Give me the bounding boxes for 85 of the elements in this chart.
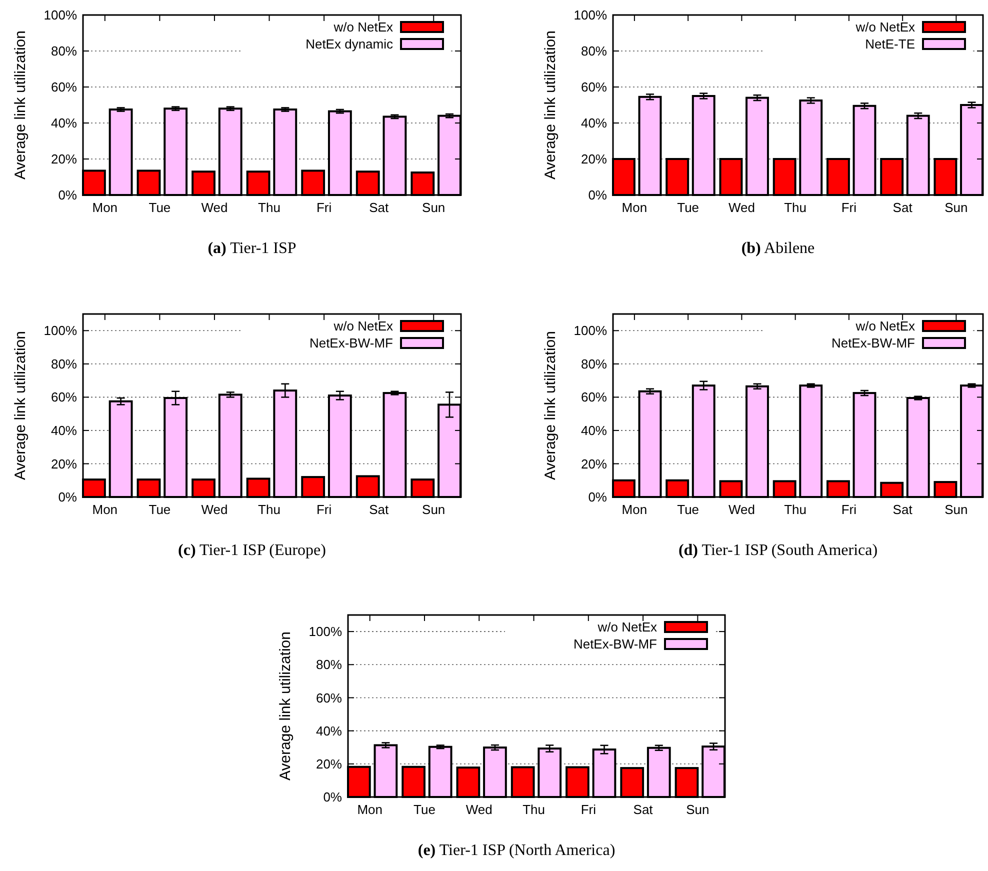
y-axis-title: Average link utilization (277, 632, 294, 780)
y-tick-label: 40% (316, 723, 342, 738)
y-tick-label: 60% (50, 80, 78, 95)
x-tick-label: Thu (258, 200, 280, 215)
y-axis-title: Average link utilization (542, 30, 559, 180)
legend-label: w/o NetEx (332, 318, 394, 334)
y-tick-label: 80% (316, 657, 342, 672)
y-axis-title: Average link utilization (12, 30, 29, 180)
y-tick-label: 40% (580, 423, 608, 438)
x-tick-label: Wed (728, 502, 755, 517)
x-tick-label: Thu (258, 502, 280, 517)
y-tick-label: 80% (580, 44, 608, 59)
x-tick-label: Tue (414, 802, 436, 817)
x-tick-label: Fri (316, 502, 332, 517)
x-tick-label: Sat (892, 502, 913, 517)
x-tick-label: Tue (677, 502, 700, 517)
text: (e) Tier-1 ISP (North America) (418, 842, 616, 859)
y-tick-label: 80% (580, 356, 608, 372)
y-tick-label: 0% (323, 790, 342, 805)
y-tick-label: 0% (58, 490, 78, 505)
x-tick-label: Fri (841, 502, 857, 517)
legend-label: NetEx-BW-MF (309, 336, 394, 351)
y-tick-label: 100% (308, 624, 342, 640)
legend-label: w/o NetEx (596, 620, 658, 635)
x-tick-label: Mon (92, 502, 118, 517)
x-tick-label: Mon (622, 502, 648, 517)
x-tick-label: Thu (784, 502, 807, 517)
x-tick-label: Thu (784, 200, 807, 215)
x-tick-label: Tue (677, 200, 700, 215)
y-tick-label: 100% (574, 8, 608, 23)
x-tick-label: Sun (944, 200, 968, 215)
text: (c) Tier-1 ISP (Europe) (178, 542, 326, 559)
x-tick-label: Wed (728, 200, 755, 215)
y-tick-label: 20% (580, 456, 608, 472)
y-tick-label: 20% (580, 152, 608, 167)
y-tick-label: 100% (44, 8, 78, 23)
x-tick-label: Wed (466, 802, 492, 817)
text: (a) Tier-1 ISP (208, 240, 296, 257)
legend-label: NetEx-BW-MF (831, 336, 916, 351)
y-tick-label: 60% (50, 390, 78, 405)
x-tick-label: Mon (357, 802, 383, 817)
x-tick-label: Sat (369, 502, 389, 517)
x-tick-label: Sun (686, 802, 710, 817)
y-axis-title: Average link utilization (542, 331, 559, 480)
legend-label: NetEx dynamic (306, 36, 394, 52)
y-tick-label: 0% (588, 188, 608, 203)
y-axis-title: Average link utilization (12, 331, 29, 480)
y-tick-label: 20% (50, 152, 78, 167)
y-tick-label: 40% (580, 116, 608, 131)
x-tick-label: Fri (580, 802, 596, 817)
y-tick-label: 0% (588, 490, 608, 505)
legend-label: NetEx-BW-MF (573, 636, 658, 652)
y-tick-label: 40% (50, 116, 78, 131)
y-tick-label: 100% (44, 323, 78, 338)
y-tick-label: 20% (50, 456, 78, 472)
x-tick-label: Sun (422, 502, 446, 517)
x-tick-label: Sun (422, 200, 446, 215)
x-tick-label: Sat (369, 200, 389, 215)
x-tick-label: Sat (633, 802, 654, 817)
legend-label: w/o NetEx (332, 20, 394, 35)
x-tick-label: Tue (148, 200, 171, 215)
x-tick-label: Wed (201, 502, 228, 517)
y-tick-label: 80% (50, 356, 78, 372)
y-tick-label: 0% (58, 188, 78, 203)
x-tick-label: Fri (841, 200, 857, 215)
x-tick-label: Mon (622, 200, 648, 215)
text: (d) Tier-1 ISP (South America) (678, 542, 878, 559)
x-tick-label: Sat (892, 200, 913, 215)
y-tick-label: 60% (580, 80, 608, 95)
y-tick-label: 80% (50, 44, 78, 59)
legend-label: w/o NetEx (854, 20, 916, 35)
y-tick-label: 40% (50, 423, 78, 438)
x-tick-label: Wed (201, 200, 228, 215)
y-tick-label: 20% (316, 756, 342, 772)
y-tick-label: 100% (574, 323, 608, 338)
text: (b) Abilene (741, 240, 815, 257)
y-tick-label: 60% (316, 690, 342, 706)
x-tick-label: Mon (92, 200, 118, 215)
legend-label: w/o NetEx (854, 318, 916, 334)
x-tick-label: Thu (522, 802, 545, 817)
x-tick-label: Tue (148, 502, 171, 517)
x-tick-label: Fri (316, 200, 332, 215)
y-tick-label: 60% (580, 390, 608, 405)
legend-label: NetE-TE (865, 36, 916, 52)
x-tick-label: Sun (944, 502, 968, 517)
